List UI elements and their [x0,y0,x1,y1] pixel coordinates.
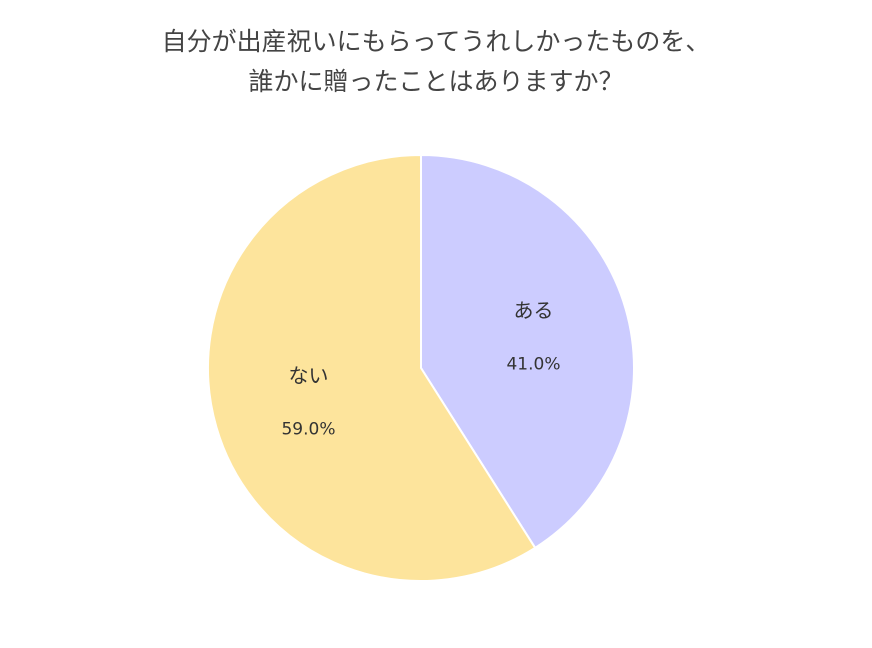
pie-labels: ある 41.0% ない 59.0% [281,298,560,439]
slice-value-label-2: 59.0% [281,420,335,440]
slice-value-label-1: 41.0% [506,354,560,374]
slice-label-1: ある [514,298,554,322]
chart-title: 自分が出産祝いにもらってうれしかったものを、 誰かに贈ったことはありますか？ [0,22,872,102]
chart-title-line-2: 誰かに贈ったことはありますか？ [248,67,624,96]
slice-label-2: ない [289,364,329,388]
pie-slices [207,153,635,582]
pie-slice-2 [207,153,537,582]
chart-title-line-1: 自分が出産祝いにもらってうれしかったものを、 [161,27,711,56]
pie-slice-1 [420,153,635,550]
